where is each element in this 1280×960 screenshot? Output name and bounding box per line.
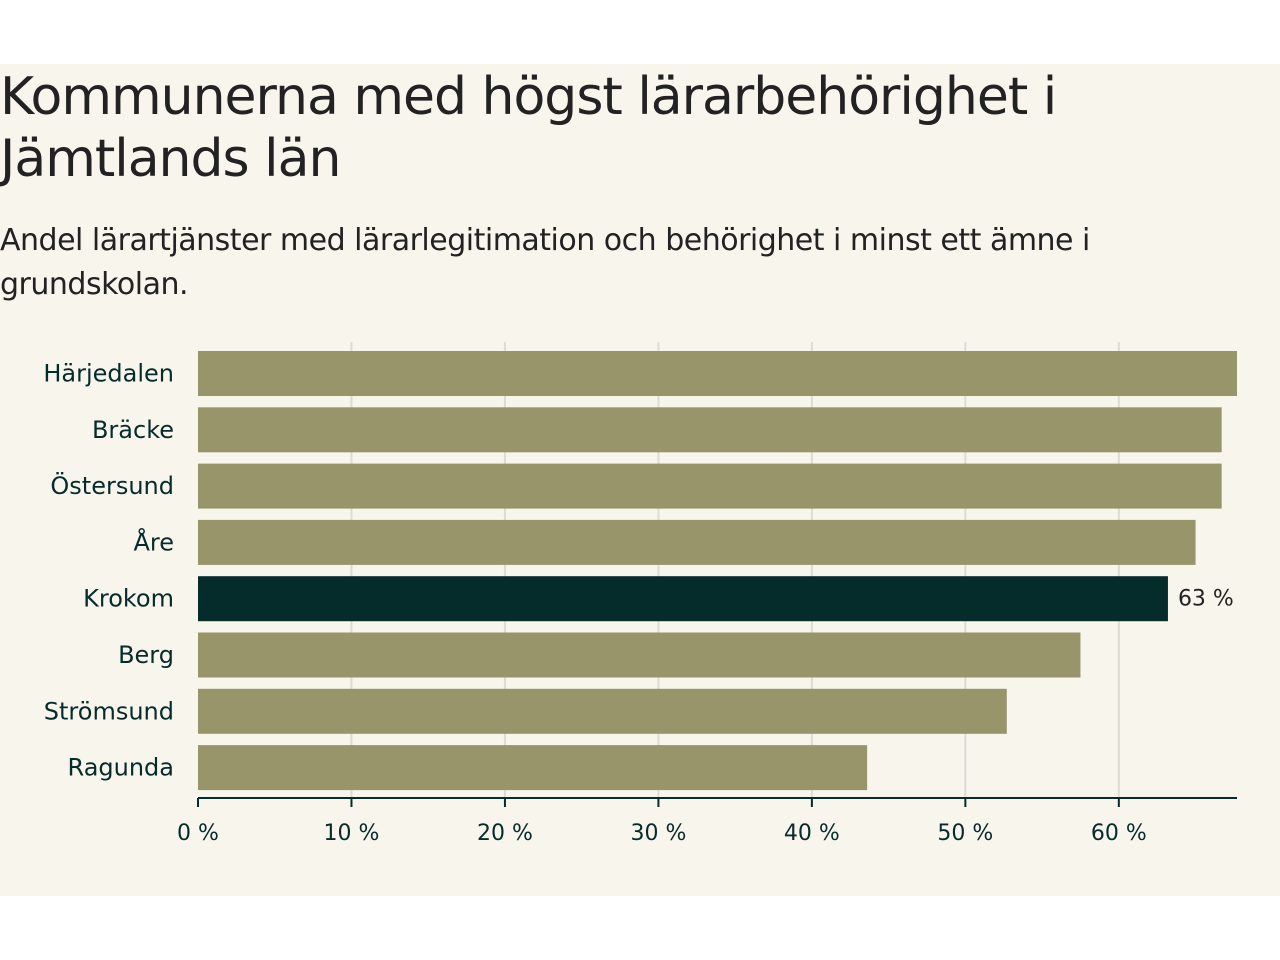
x-tick-label-40: 40 % bbox=[784, 821, 840, 846]
bar-4 bbox=[198, 576, 1168, 622]
category-label-4: Krokom bbox=[83, 585, 174, 613]
category-label-3: Åre bbox=[133, 527, 174, 556]
category-label-7: Ragunda bbox=[68, 754, 174, 782]
category-label-6: Strömsund bbox=[44, 697, 174, 725]
x-tick-label-10: 10 % bbox=[324, 821, 380, 846]
x-tick-label-0: 0 % bbox=[177, 821, 219, 846]
bar-1 bbox=[198, 407, 1222, 453]
bars bbox=[198, 351, 1237, 791]
x-tick-label-30: 30 % bbox=[630, 821, 686, 846]
category-label-2: Östersund bbox=[50, 471, 174, 500]
bar-2 bbox=[198, 463, 1222, 509]
x-tick-label-60: 60 % bbox=[1091, 821, 1147, 846]
bar-0 bbox=[198, 351, 1237, 396]
bar-7 bbox=[198, 745, 868, 791]
chart-title: Kommunerna med högst lärarbehörighet i J… bbox=[0, 67, 1057, 189]
bar-6 bbox=[198, 688, 1007, 734]
category-labels: Härjedalen Bräcke Östersund Åre Krokom 63 % Be… bbox=[43, 360, 1233, 782]
x-tick-label-50: 50 % bbox=[937, 821, 993, 846]
category-label-5: Berg bbox=[118, 641, 174, 669]
bar-5 bbox=[198, 632, 1081, 678]
category-label-1: Bräcke bbox=[92, 416, 174, 444]
chart-subtitle: Andel lärartjänster med lärarlegitimatio… bbox=[0, 223, 1090, 302]
highlight-value-label: 63 % bbox=[1178, 587, 1234, 612]
x-axis: 0 % 10 % 20 % 30 % 40 % 50 % 60 % bbox=[177, 797, 1237, 846]
category-label-0: Härjedalen bbox=[43, 360, 174, 388]
x-tick-label-20: 20 % bbox=[477, 821, 533, 846]
bar-3 bbox=[198, 519, 1196, 565]
